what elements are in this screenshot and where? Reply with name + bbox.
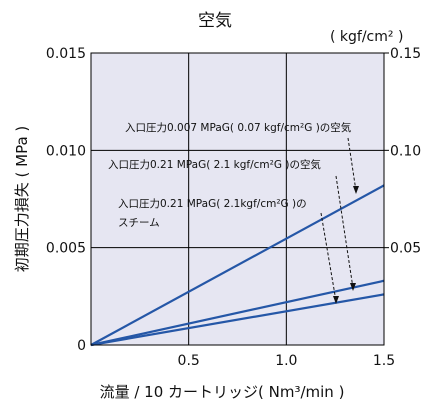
arrow-heads xyxy=(333,186,359,304)
y-tick-label: 0.005 xyxy=(46,241,86,257)
arrowhead-steam-021 xyxy=(333,296,339,304)
x-tick-label: 1.0 xyxy=(275,353,297,369)
x-tick-label: 1.5 xyxy=(373,353,395,369)
y-tick-label: 0 xyxy=(77,338,86,354)
arrowhead-air-021 xyxy=(350,283,356,291)
plot-frame xyxy=(90,52,385,346)
leader-arrow-air-021 xyxy=(335,175,354,289)
x-tick-label: 0.5 xyxy=(178,353,200,369)
y-tick-label: 0.010 xyxy=(46,143,86,159)
x-axis-label: 流量 / 10 カートリッジ( Nm³/min ) xyxy=(100,383,345,401)
annotation-air-021: 入口圧力0.21 MPaG( 2.1 kgf/cm²G )の空気 xyxy=(108,158,321,171)
annotation-air-0007: 入口圧力0.007 MPaG( 0.07 kgf/cm²G )の空気 xyxy=(125,121,352,134)
right-tick-label: 0.15 xyxy=(390,46,421,62)
tick-labels: 0.5 1.0 1.5 0 0.005 0.010 0.015 0.05 0.10 0.15 xyxy=(46,46,421,369)
series-line-1 xyxy=(90,184,385,346)
series-line-3 xyxy=(90,293,385,347)
leader-arrows xyxy=(320,137,357,302)
arrowhead-air-0007 xyxy=(353,186,359,194)
grid xyxy=(91,53,384,345)
right-tick-label: 0.05 xyxy=(390,241,421,257)
series-group xyxy=(90,184,385,347)
annotation-steam-021-line1: 入口圧力0.21 MPaG( 2.1kgf/cm²G )の xyxy=(118,197,307,210)
right-axis-unit: ( kgf/cm² ) xyxy=(330,29,403,45)
y-axis-label: 初期圧力損失 ( MPa ) xyxy=(13,126,31,273)
series-line-2 xyxy=(90,279,385,347)
y-tick-label: 0.015 xyxy=(46,46,86,62)
annotation-steam-021-line2: スチーム xyxy=(118,217,160,229)
chart-title: 空気 xyxy=(198,11,232,31)
leader-arrow-air-0007 xyxy=(347,137,357,192)
right-tick-label: 0.10 xyxy=(390,143,421,159)
